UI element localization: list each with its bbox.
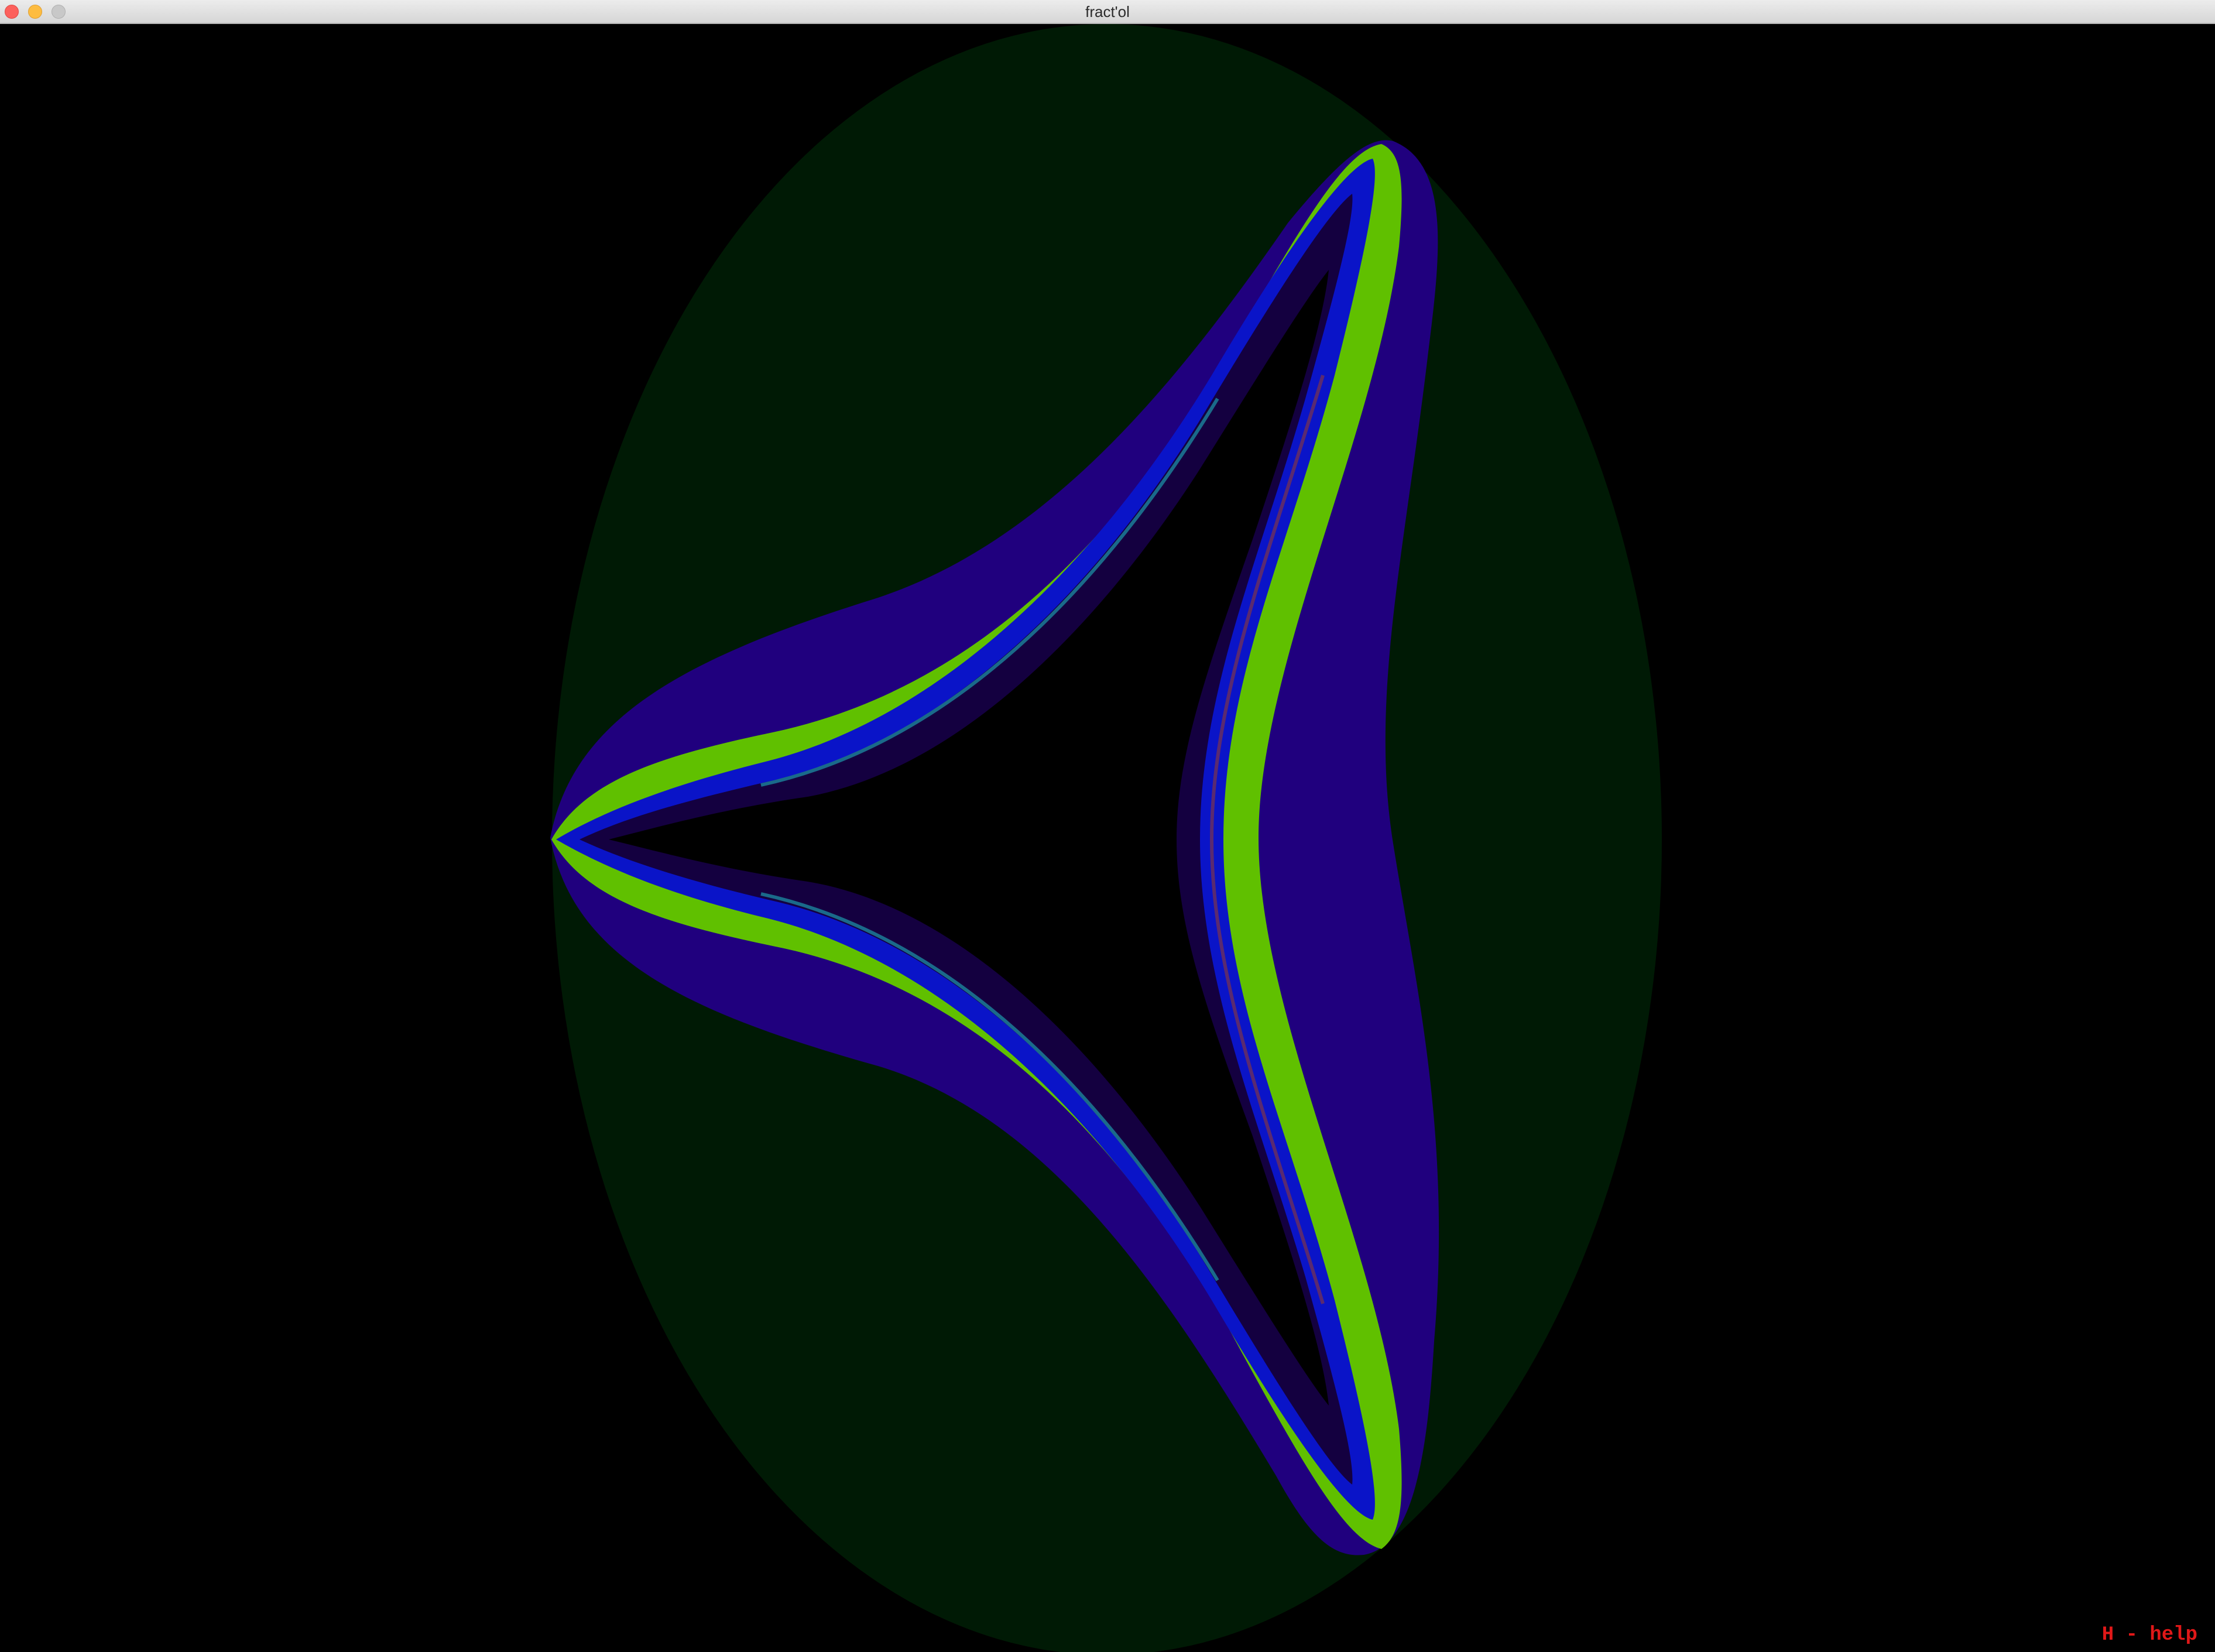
- fractal-canvas[interactable]: H - help: [0, 24, 2215, 1652]
- stripe-accent-top: [760, 397, 1219, 787]
- stripe-accent-bottom: [760, 892, 1219, 1281]
- stripe-accent-right-lower: [1210, 839, 1325, 1304]
- zoom-button[interactable]: [52, 5, 66, 19]
- help-hint: H - help: [2101, 1624, 2197, 1646]
- close-button[interactable]: [5, 5, 19, 19]
- minimize-button[interactable]: [28, 5, 42, 19]
- stripe-accent-right: [1210, 375, 1325, 840]
- fractal-image: [550, 24, 1662, 1652]
- window-title: fract'ol: [1085, 3, 1130, 20]
- fractal-interior: [609, 270, 1329, 1406]
- title-bar[interactable]: fract'ol: [0, 0, 2215, 24]
